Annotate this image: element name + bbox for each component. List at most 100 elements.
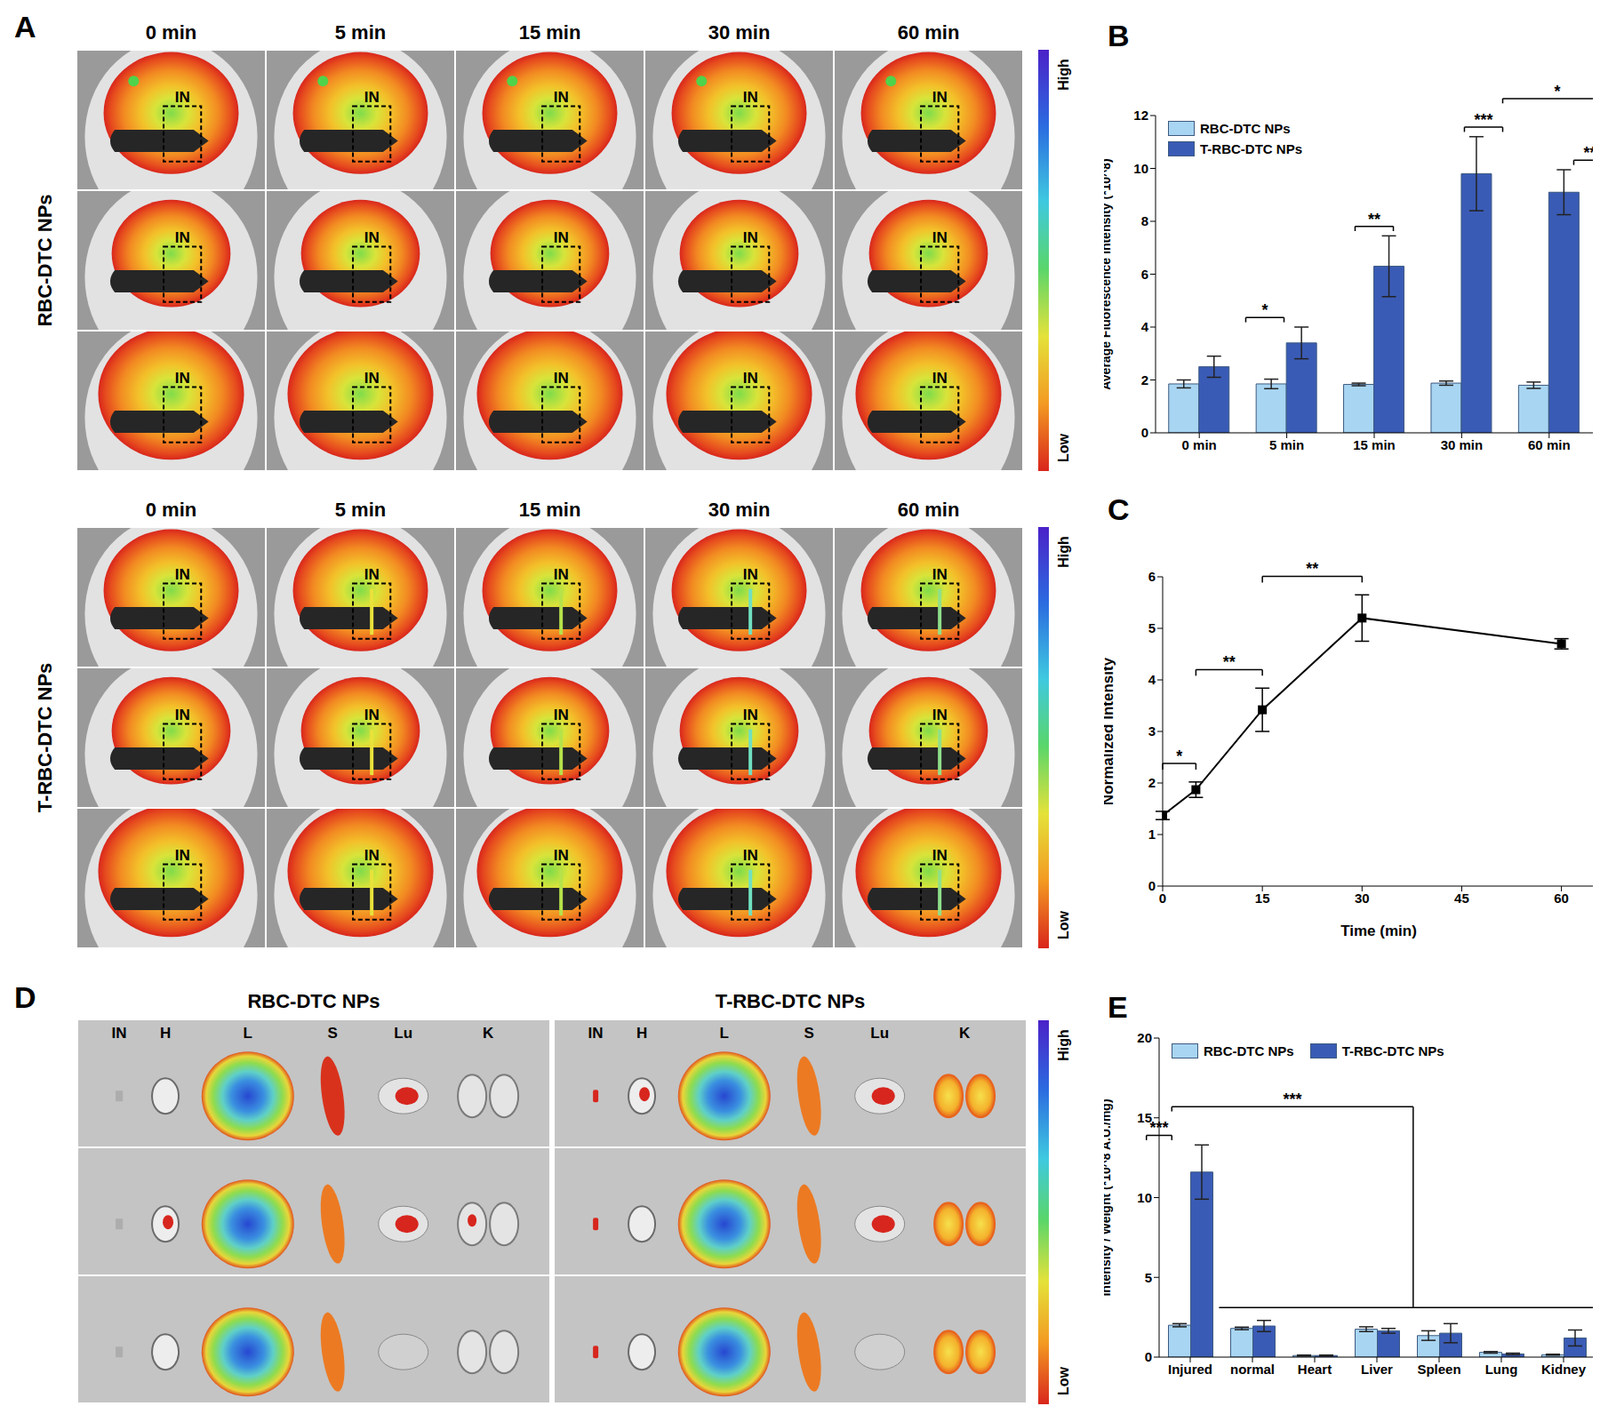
svg-text:15 min: 15 min — [519, 21, 582, 44]
svg-text:RBC-DTC NPs: RBC-DTC NPs — [247, 990, 380, 1013]
svg-text:0: 0 — [1141, 424, 1149, 440]
svg-text:8: 8 — [1141, 213, 1149, 229]
svg-text:IN: IN — [112, 1024, 128, 1042]
svg-text:0 min: 0 min — [145, 498, 197, 521]
svg-text:IN: IN — [364, 847, 380, 864]
svg-text:5 min: 5 min — [335, 21, 386, 44]
svg-text:A: A — [14, 9, 37, 44]
svg-text:4: 4 — [1141, 319, 1150, 335]
svg-text:***: *** — [1283, 1090, 1303, 1109]
svg-text:IN: IN — [175, 706, 191, 724]
svg-text:IN: IN — [364, 88, 380, 106]
svg-text:S: S — [804, 1024, 815, 1042]
svg-text:Heart: Heart — [1297, 1361, 1332, 1377]
svg-text:2: 2 — [1141, 372, 1149, 388]
svg-text:IN: IN — [364, 566, 380, 584]
svg-text:H: H — [160, 1024, 171, 1042]
svg-text:3: 3 — [1148, 723, 1156, 739]
svg-text:***: *** — [1149, 1119, 1168, 1137]
svg-text:IN: IN — [932, 229, 948, 247]
svg-text:IN: IN — [364, 706, 380, 724]
svg-text:IN: IN — [743, 369, 759, 387]
svg-text:IN: IN — [553, 706, 569, 724]
svg-text:High: High — [1056, 536, 1072, 568]
svg-text:60 min: 60 min — [897, 21, 960, 44]
svg-text:4: 4 — [1148, 672, 1157, 688]
svg-text:IN: IN — [932, 706, 948, 724]
svg-text:IN: IN — [743, 566, 759, 584]
svg-text:IN: IN — [553, 88, 569, 106]
svg-text:15: 15 — [1255, 890, 1271, 906]
svg-text:20: 20 — [1136, 1030, 1152, 1046]
svg-text:12: 12 — [1133, 107, 1149, 123]
svg-text:IN: IN — [553, 847, 569, 864]
svg-text:10: 10 — [1133, 160, 1149, 176]
svg-text:IN: IN — [553, 369, 569, 387]
svg-text:6: 6 — [1148, 568, 1156, 584]
svg-text:0: 0 — [1144, 1349, 1152, 1365]
svg-text:IN: IN — [743, 88, 759, 106]
svg-text:IN: IN — [364, 229, 380, 247]
svg-text:IN: IN — [932, 847, 948, 864]
svg-text:5 min: 5 min — [335, 498, 386, 521]
svg-text:Low: Low — [1056, 1366, 1072, 1396]
svg-text:0 min: 0 min — [1182, 437, 1217, 453]
svg-text:5: 5 — [1144, 1270, 1152, 1286]
svg-text:IN: IN — [743, 229, 759, 247]
svg-text:H: H — [636, 1024, 648, 1042]
svg-text:60: 60 — [1553, 890, 1569, 906]
svg-text:L: L — [243, 1024, 253, 1042]
svg-text:15 min: 15 min — [519, 498, 582, 521]
svg-text:D: D — [14, 980, 37, 1015]
svg-text:Kidney: Kidney — [1541, 1361, 1587, 1377]
svg-text:Lu: Lu — [870, 1024, 889, 1042]
svg-text:45: 45 — [1454, 890, 1470, 906]
svg-text:High: High — [1056, 58, 1072, 91]
svg-text:60 min: 60 min — [1528, 437, 1571, 453]
svg-text:T-RBC-DTC NPs: T-RBC-DTC NPs — [33, 663, 56, 814]
svg-text:*: * — [1261, 301, 1268, 320]
svg-text:0: 0 — [1148, 878, 1156, 894]
svg-text:IN: IN — [743, 847, 759, 864]
svg-text:IN: IN — [175, 229, 191, 247]
svg-text:IN: IN — [175, 369, 191, 387]
svg-text:30 min: 30 min — [708, 21, 771, 44]
svg-text:2: 2 — [1148, 775, 1156, 791]
svg-text:S: S — [328, 1024, 338, 1042]
svg-text:L: L — [720, 1024, 729, 1042]
svg-text:***: *** — [1583, 144, 1593, 162]
svg-text:IN: IN — [175, 88, 191, 106]
svg-text:Intensity / Weight (*10^8 A.U.: Intensity / Weight (*10^8 A.U./mg) — [1104, 1098, 1113, 1296]
svg-text:*: * — [1554, 82, 1561, 101]
svg-text:*: * — [1176, 747, 1183, 766]
svg-text:30 min: 30 min — [708, 498, 771, 521]
svg-text:1: 1 — [1148, 826, 1156, 842]
svg-text:5: 5 — [1148, 620, 1156, 636]
svg-text:Injured: Injured — [1168, 1361, 1213, 1377]
svg-text:Lung: Lung — [1485, 1361, 1519, 1377]
svg-text:**: ** — [1305, 560, 1319, 578]
svg-text:0: 0 — [1159, 890, 1167, 906]
svg-text:K: K — [959, 1024, 971, 1042]
svg-text:IN: IN — [553, 566, 569, 584]
svg-text:normal: normal — [1230, 1361, 1275, 1377]
svg-text:IN: IN — [932, 566, 948, 584]
svg-text:30: 30 — [1354, 890, 1370, 906]
svg-text:Average Fluorescence Intensity: Average Fluorescence Intensity (*10^8) — [1104, 158, 1113, 391]
svg-text:Liver: Liver — [1360, 1361, 1393, 1377]
svg-text:Normalized Intensity: Normalized Intensity — [1104, 656, 1117, 806]
svg-text:Low: Low — [1056, 910, 1072, 940]
svg-text:IN: IN — [175, 847, 191, 864]
svg-text:10: 10 — [1136, 1190, 1152, 1206]
svg-text:15 min: 15 min — [1352, 437, 1396, 453]
svg-text:Time (min): Time (min) — [1340, 922, 1417, 940]
svg-text:High: High — [1056, 1029, 1072, 1062]
svg-text:IN: IN — [364, 369, 380, 387]
svg-text:Lu: Lu — [393, 1024, 413, 1042]
svg-text:IN: IN — [588, 1024, 604, 1042]
svg-text:Spleen: Spleen — [1416, 1361, 1461, 1377]
svg-text:IN: IN — [743, 706, 759, 724]
svg-text:**: ** — [1223, 653, 1236, 672]
svg-text:***: *** — [1473, 111, 1493, 129]
svg-text:6: 6 — [1141, 266, 1149, 282]
